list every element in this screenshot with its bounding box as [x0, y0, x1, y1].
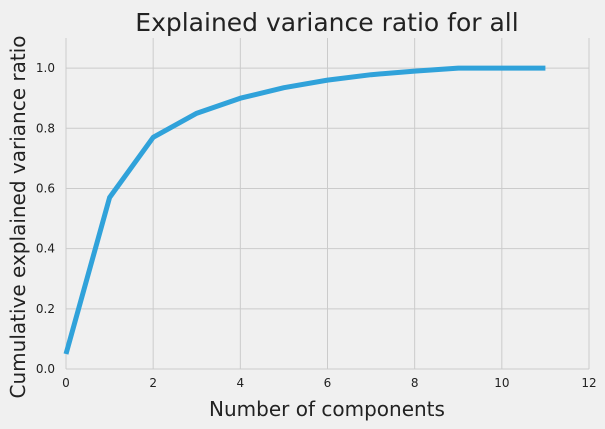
x-tick-label: 2: [149, 376, 157, 390]
grid-lines: [65, 38, 590, 370]
y-tick-label: 0.6: [36, 181, 55, 195]
series-line-0: [63, 65, 546, 355]
x-tick-label: 4: [237, 376, 245, 390]
x-tick-label: 0: [62, 376, 70, 390]
y-tick-label: 0.0: [36, 362, 55, 376]
x-tick-label: 12: [581, 376, 596, 390]
chart-title: Explained variance ratio for all: [135, 8, 518, 37]
x-axis-label: Number of components: [209, 397, 445, 421]
x-tick-label: 10: [494, 376, 509, 390]
y-axis-label: Cumulative explained variance ratio: [6, 36, 30, 399]
y-tick-label: 0.2: [36, 302, 55, 316]
x-tick-label: 6: [324, 376, 332, 390]
y-tick-label: 1.0: [36, 61, 55, 75]
y-tick-label: 0.4: [36, 242, 55, 256]
y-tick-label: 0.8: [36, 121, 55, 135]
tick-labels: 0.0 0.2 0.4 0.6 0.8 1.0 0 2 4 6 8 10 12: [36, 61, 597, 390]
x-tick-label: 8: [411, 376, 419, 390]
series-layer: [63, 65, 546, 355]
